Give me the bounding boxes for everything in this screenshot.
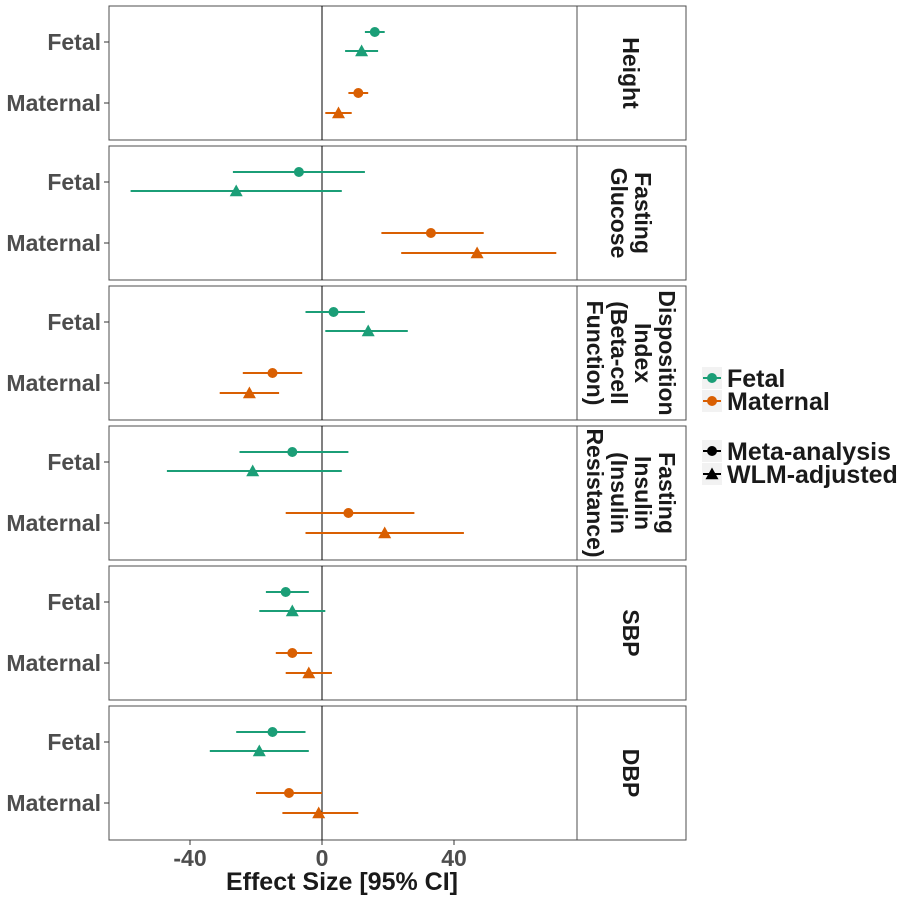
estimate-fetal-meta bbox=[265, 587, 309, 597]
legend-label-fetal: Fetal bbox=[727, 365, 785, 393]
estimate-maternal-wlm bbox=[305, 526, 464, 539]
estimate-fetal-wlm bbox=[130, 184, 342, 197]
point-estimate bbox=[280, 587, 291, 597]
point-estimate bbox=[312, 806, 326, 819]
panel-3: Fetal Maternal DispositionIndex(Beta-cellF… bbox=[6, 285, 687, 421]
y-label-fetal: Fetal bbox=[47, 589, 101, 615]
estimate-fetal-wlm bbox=[259, 604, 326, 617]
point-estimate bbox=[285, 604, 299, 617]
point-estimate bbox=[425, 228, 436, 238]
y-label-maternal: Maternal bbox=[6, 510, 101, 536]
y-label-maternal: Maternal bbox=[6, 230, 101, 256]
point-estimate bbox=[353, 88, 364, 98]
panel-border bbox=[108, 425, 687, 561]
panel-5: Fetal Maternal SBP bbox=[6, 565, 687, 701]
y-label-fetal: Fetal bbox=[47, 729, 101, 755]
strip-label: DBP bbox=[618, 749, 644, 798]
panel-border bbox=[108, 145, 687, 281]
estimate-maternal-meta bbox=[275, 648, 313, 658]
point-estimate bbox=[470, 246, 484, 259]
y-label-fetal: Fetal bbox=[47, 29, 101, 55]
legend-triangle-wlm bbox=[705, 467, 719, 480]
estimate-fetal-meta bbox=[236, 727, 306, 737]
panels: Fetal Maternal Height Fetal Maternal FastingG… bbox=[6, 5, 687, 841]
y-label-maternal: Maternal bbox=[6, 650, 101, 676]
x-axis-title: Effect Size [95% CI] bbox=[226, 868, 458, 896]
estimate-maternal-meta bbox=[242, 368, 303, 378]
panel-border bbox=[108, 705, 687, 841]
strip-label: FastingInsulin(InsulinResistance) bbox=[582, 428, 680, 557]
point-estimate bbox=[267, 368, 278, 378]
estimate-fetal-wlm bbox=[325, 324, 408, 337]
estimate-maternal-meta bbox=[285, 508, 415, 518]
panel-6: Fetal Maternal DBP bbox=[6, 705, 687, 841]
y-label-maternal: Maternal bbox=[6, 90, 101, 116]
legend-label-wlm: WLM-adjusted bbox=[727, 461, 898, 489]
y-label-maternal: Maternal bbox=[6, 790, 101, 816]
legend-swatch-fetal bbox=[707, 373, 717, 383]
estimate-maternal-wlm bbox=[219, 386, 280, 399]
estimate-maternal-wlm bbox=[325, 106, 352, 119]
point-estimate bbox=[369, 27, 380, 37]
y-label-fetal: Fetal bbox=[47, 169, 101, 195]
point-estimate bbox=[293, 167, 304, 177]
panel-4: Fetal Maternal FastingInsulin(InsulinResis… bbox=[6, 425, 687, 561]
point-estimate bbox=[328, 307, 339, 317]
y-label-fetal: Fetal bbox=[47, 449, 101, 475]
x-tick-label: 40 bbox=[441, 845, 467, 871]
point-estimate bbox=[242, 386, 256, 399]
point-estimate bbox=[284, 788, 294, 798]
x-tick-label: -40 bbox=[173, 845, 206, 871]
estimate-maternal-wlm bbox=[401, 246, 557, 259]
point-estimate bbox=[343, 508, 354, 518]
point-estimate bbox=[246, 464, 260, 477]
strip-label: FastingGlucose bbox=[606, 168, 656, 259]
estimate-fetal-meta bbox=[305, 307, 365, 317]
panel-2: Fetal Maternal FastingGlucose bbox=[6, 145, 687, 281]
estimate-maternal-meta bbox=[381, 228, 484, 238]
legend-label-meta: Meta-analysis bbox=[727, 438, 891, 466]
panel-border bbox=[108, 285, 687, 421]
estimate-maternal-wlm bbox=[282, 806, 359, 819]
point-estimate bbox=[302, 666, 316, 679]
estimate-fetal-wlm bbox=[166, 464, 342, 477]
strip-label: SBP bbox=[618, 609, 644, 656]
point-estimate bbox=[361, 324, 375, 337]
legend-circle-meta bbox=[707, 446, 717, 456]
strip-label: Height bbox=[618, 37, 644, 109]
y-label-maternal: Maternal bbox=[6, 370, 101, 396]
point-estimate bbox=[287, 447, 298, 457]
point-estimate bbox=[267, 727, 278, 737]
x-tick-label: 0 bbox=[316, 845, 329, 871]
point-estimate bbox=[332, 106, 345, 119]
point-estimate bbox=[252, 744, 266, 757]
estimate-fetal-meta bbox=[232, 167, 365, 177]
legend-label-maternal: Maternal bbox=[727, 388, 830, 416]
y-label-fetal: Fetal bbox=[47, 309, 101, 335]
panel-border bbox=[108, 5, 687, 141]
estimate-maternal-meta bbox=[348, 88, 369, 98]
estimate-fetal-meta bbox=[364, 27, 385, 37]
point-estimate bbox=[355, 44, 369, 57]
estimate-maternal-meta bbox=[256, 788, 322, 798]
estimate-fetal-meta bbox=[239, 447, 349, 457]
strip-label: DispositionIndex(Beta-cellFunction) bbox=[582, 290, 680, 415]
x-axis: -40 0 40 bbox=[173, 840, 467, 871]
panel-border bbox=[108, 565, 687, 701]
point-estimate bbox=[229, 184, 243, 197]
point-estimate bbox=[287, 648, 298, 658]
estimate-maternal-wlm bbox=[285, 666, 332, 679]
point-estimate bbox=[378, 526, 392, 539]
estimate-fetal-wlm bbox=[209, 744, 309, 757]
panel-1: Fetal Maternal Height bbox=[6, 5, 687, 141]
estimate-fetal-wlm bbox=[345, 44, 379, 57]
legend-swatch-maternal bbox=[707, 396, 717, 406]
